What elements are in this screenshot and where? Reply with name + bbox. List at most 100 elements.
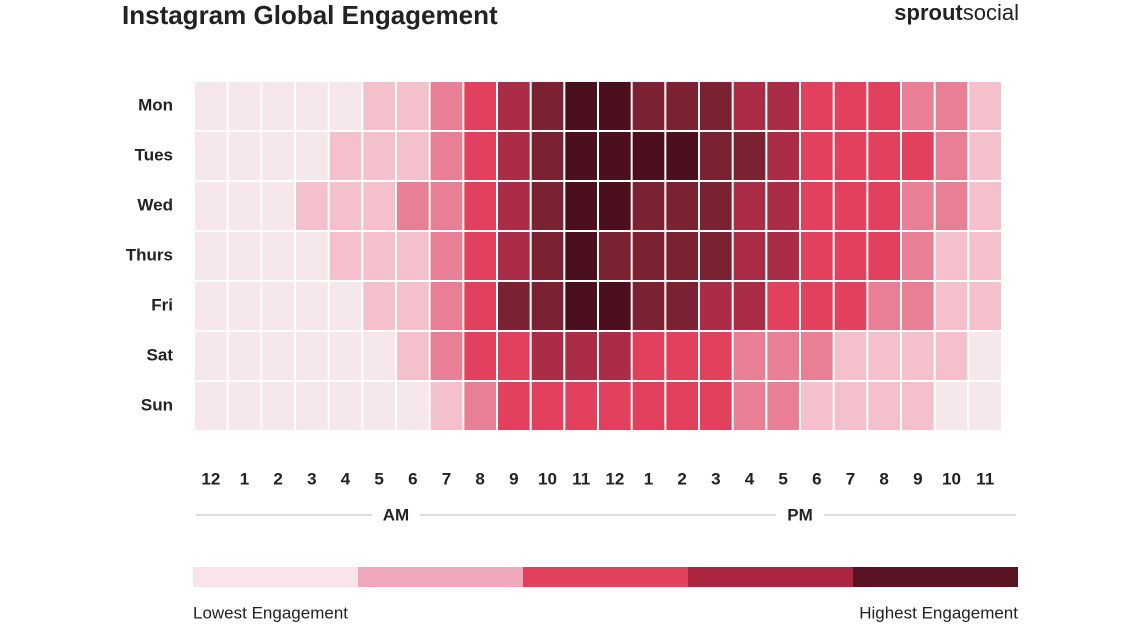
heat-cell bbox=[195, 182, 227, 230]
heat-cell bbox=[464, 232, 496, 280]
heat-cell bbox=[700, 232, 732, 280]
heat-cell bbox=[969, 82, 1001, 130]
heat-cell bbox=[363, 82, 395, 130]
heat-cell bbox=[801, 282, 833, 330]
period-label: PM bbox=[787, 505, 813, 524]
heat-cell bbox=[868, 82, 900, 130]
heat-cell bbox=[397, 132, 429, 180]
heat-cell bbox=[902, 132, 934, 180]
heat-cell bbox=[296, 132, 328, 180]
heat-cell bbox=[666, 232, 698, 280]
heat-cell bbox=[329, 82, 362, 130]
heat-cell bbox=[464, 332, 496, 380]
heat-cell bbox=[228, 132, 261, 180]
heat-cell bbox=[767, 82, 799, 130]
x-tick-label: 3 bbox=[307, 469, 316, 488]
heat-cell bbox=[363, 382, 395, 430]
heat-cell bbox=[296, 82, 328, 130]
heat-cell bbox=[969, 232, 1001, 280]
heat-cell bbox=[969, 282, 1001, 330]
heat-cell bbox=[599, 232, 631, 280]
heat-cell bbox=[935, 232, 968, 280]
heat-cell bbox=[666, 332, 698, 380]
heat-cell bbox=[599, 82, 631, 130]
heat-cell bbox=[902, 82, 934, 130]
heat-cell bbox=[632, 232, 665, 280]
heat-cell bbox=[733, 382, 766, 430]
heat-cell bbox=[329, 282, 362, 330]
heat-cell bbox=[666, 382, 698, 430]
x-tick-label: 11 bbox=[976, 469, 994, 488]
heat-cell bbox=[531, 132, 564, 180]
heat-cell bbox=[733, 182, 766, 230]
legend-swatch bbox=[193, 567, 358, 587]
heat-cell bbox=[363, 132, 395, 180]
heat-cell bbox=[801, 232, 833, 280]
heat-cell bbox=[969, 382, 1001, 430]
heat-cell bbox=[565, 282, 597, 330]
heat-cell bbox=[632, 182, 665, 230]
chart-title: Instagram Global Engagement bbox=[122, 0, 498, 30]
heat-cell bbox=[195, 232, 227, 280]
heat-cell bbox=[498, 382, 530, 430]
heat-cell bbox=[296, 382, 328, 430]
heat-cell bbox=[700, 132, 732, 180]
heat-cell bbox=[733, 332, 766, 380]
heat-cell bbox=[363, 232, 395, 280]
x-tick-label: 8 bbox=[475, 469, 484, 488]
heat-cell bbox=[565, 182, 597, 230]
legend-swatch bbox=[688, 567, 853, 587]
heat-cell bbox=[632, 82, 665, 130]
row-label: Thurs bbox=[126, 245, 173, 264]
heat-cell bbox=[767, 382, 799, 430]
heat-cell bbox=[228, 182, 261, 230]
x-tick-label: 10 bbox=[538, 469, 557, 488]
x-tick-label: 2 bbox=[273, 469, 282, 488]
heat-cell bbox=[801, 82, 833, 130]
heat-cell bbox=[498, 332, 530, 380]
heat-cell bbox=[565, 382, 597, 430]
heat-cell bbox=[902, 282, 934, 330]
heat-cell bbox=[228, 232, 261, 280]
heat-cell bbox=[430, 82, 463, 130]
heat-cell bbox=[397, 182, 429, 230]
heat-cell bbox=[801, 382, 833, 430]
heat-cell bbox=[329, 332, 362, 380]
heat-cell bbox=[498, 232, 530, 280]
heat-cell bbox=[397, 282, 429, 330]
heat-cell bbox=[868, 382, 900, 430]
legend-swatch bbox=[523, 567, 688, 587]
heat-cell bbox=[599, 132, 631, 180]
x-tick-label: 9 bbox=[913, 469, 922, 488]
heat-cell bbox=[262, 182, 294, 230]
heat-cell bbox=[935, 82, 968, 130]
x-tick-label: 7 bbox=[846, 469, 855, 488]
heat-cell bbox=[329, 382, 362, 430]
heat-cell bbox=[329, 232, 362, 280]
legend-label: Lowest Engagement bbox=[193, 603, 348, 622]
heat-cell bbox=[228, 332, 261, 380]
legend-label: Highest Engagement bbox=[859, 603, 1018, 622]
heat-cell bbox=[531, 232, 564, 280]
row-label: Fri bbox=[151, 295, 173, 314]
heat-cell bbox=[430, 232, 463, 280]
x-tick-label: 8 bbox=[879, 469, 888, 488]
row-label: Sun bbox=[141, 395, 173, 414]
heat-cell bbox=[834, 182, 867, 230]
heat-cell bbox=[666, 182, 698, 230]
row-label: Mon bbox=[138, 95, 173, 114]
x-tick-label: 10 bbox=[942, 469, 961, 488]
x-tick-label: 5 bbox=[374, 469, 383, 488]
heat-cell bbox=[296, 332, 328, 380]
x-tick-label: 4 bbox=[341, 469, 351, 488]
heat-cell bbox=[195, 82, 227, 130]
heat-cell bbox=[902, 182, 934, 230]
heat-cell bbox=[632, 282, 665, 330]
heat-cell bbox=[397, 382, 429, 430]
heat-cell bbox=[834, 82, 867, 130]
heat-cell bbox=[733, 282, 766, 330]
heat-cell bbox=[969, 132, 1001, 180]
heat-cell bbox=[733, 82, 766, 130]
legend-swatch bbox=[358, 567, 523, 587]
